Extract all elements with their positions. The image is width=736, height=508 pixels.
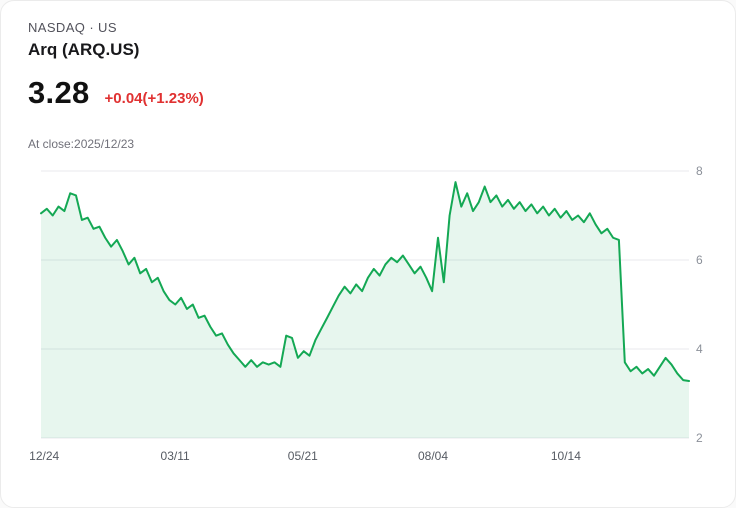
x-axis-tick-label: 08/04: [417, 449, 449, 463]
x-axis-tick-label: 10/14: [550, 449, 581, 463]
y-axis-tick-label: 6: [696, 253, 703, 267]
y-axis-tick-label: 4: [696, 342, 703, 356]
x-axis-tick-label: 05/21: [287, 449, 318, 463]
exchange-label: NASDAQ · US: [28, 20, 117, 35]
price-area-fill: [41, 182, 689, 438]
current-price: 3.28: [28, 75, 90, 110]
price-row: 3.28 +0.04(+1.23%): [28, 75, 204, 111]
stock-name: Arq (ARQ.US): [28, 40, 140, 59]
y-axis-tick-label: 8: [696, 164, 703, 178]
price-line: [40, 181, 690, 383]
price-change: +0.04(+1.23%): [104, 90, 204, 107]
chart-gridlines: [41, 170, 689, 439]
y-axis: 2 4 6 8: [696, 164, 730, 445]
x-axis: 12/24 03/11 05/21 08/04 10/14: [29, 448, 689, 464]
price-chart[interactable]: [40, 170, 690, 439]
x-axis-tick-label: 12/24: [29, 449, 60, 463]
x-axis-tick-label: 03/11: [160, 449, 190, 463]
y-axis-tick-label: 2: [696, 431, 703, 445]
close-time-note: At close:2025/12/23: [28, 137, 135, 151]
chart-canvas[interactable]: [40, 170, 690, 439]
